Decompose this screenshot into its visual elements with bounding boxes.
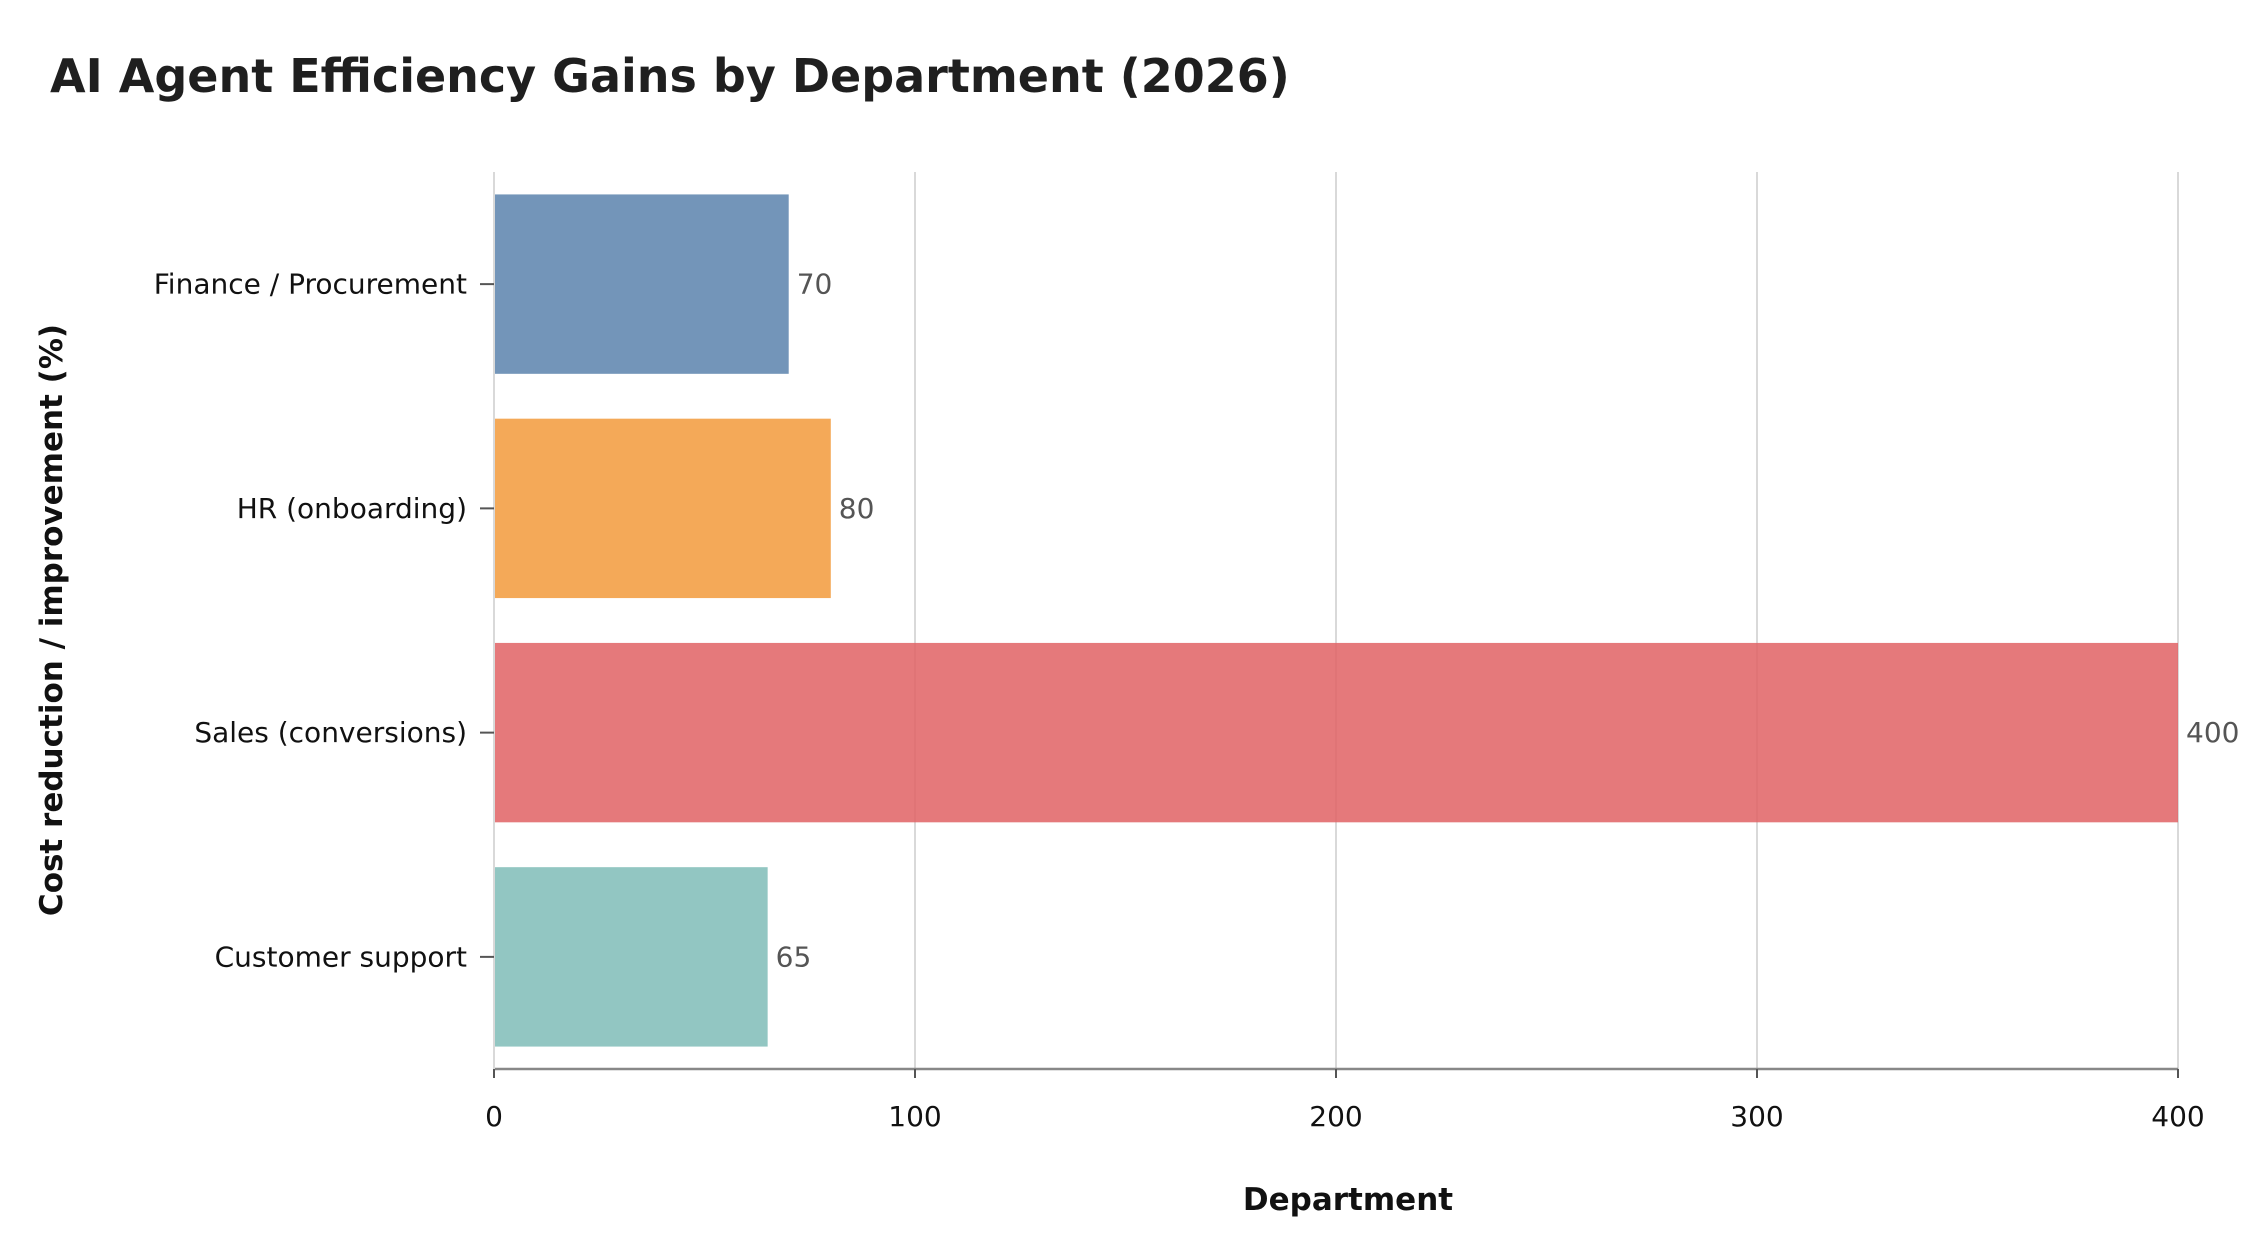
data-label: 65 <box>776 940 812 973</box>
y-tick-label: Finance / Procurement <box>154 268 467 301</box>
y-tick-label: HR (onboarding) <box>237 492 467 525</box>
bar <box>494 867 768 1047</box>
bar <box>494 194 789 374</box>
y-axis-label: Cost reduction / improvement (%) <box>34 324 70 916</box>
x-axis-label: Department <box>1243 1182 1453 1218</box>
y-tick-label: Customer support <box>215 940 467 973</box>
x-tick-label: 0 <box>485 1100 503 1133</box>
bar <box>494 642 2178 823</box>
bars <box>494 194 2178 1047</box>
ticks: 0 100 200 300 400 Finance / Procurement HR (on… <box>154 268 2205 1133</box>
data-label: 80 <box>839 492 875 525</box>
y-tick-label: Sales (conversions) <box>194 716 467 749</box>
x-tick-label: 200 <box>1309 1100 1362 1133</box>
chart-title: AI Agent Efficiency Gains by Department … <box>50 49 1290 103</box>
x-tick-label: 300 <box>1730 1100 1783 1133</box>
x-tick-label: 100 <box>888 1100 941 1133</box>
bar <box>494 418 831 599</box>
value-labels: 70 80 400 65 <box>776 268 2240 974</box>
data-label: 70 <box>797 268 833 301</box>
x-tick-label: 400 <box>2151 1100 2204 1133</box>
data-label: 400 <box>2186 716 2239 749</box>
